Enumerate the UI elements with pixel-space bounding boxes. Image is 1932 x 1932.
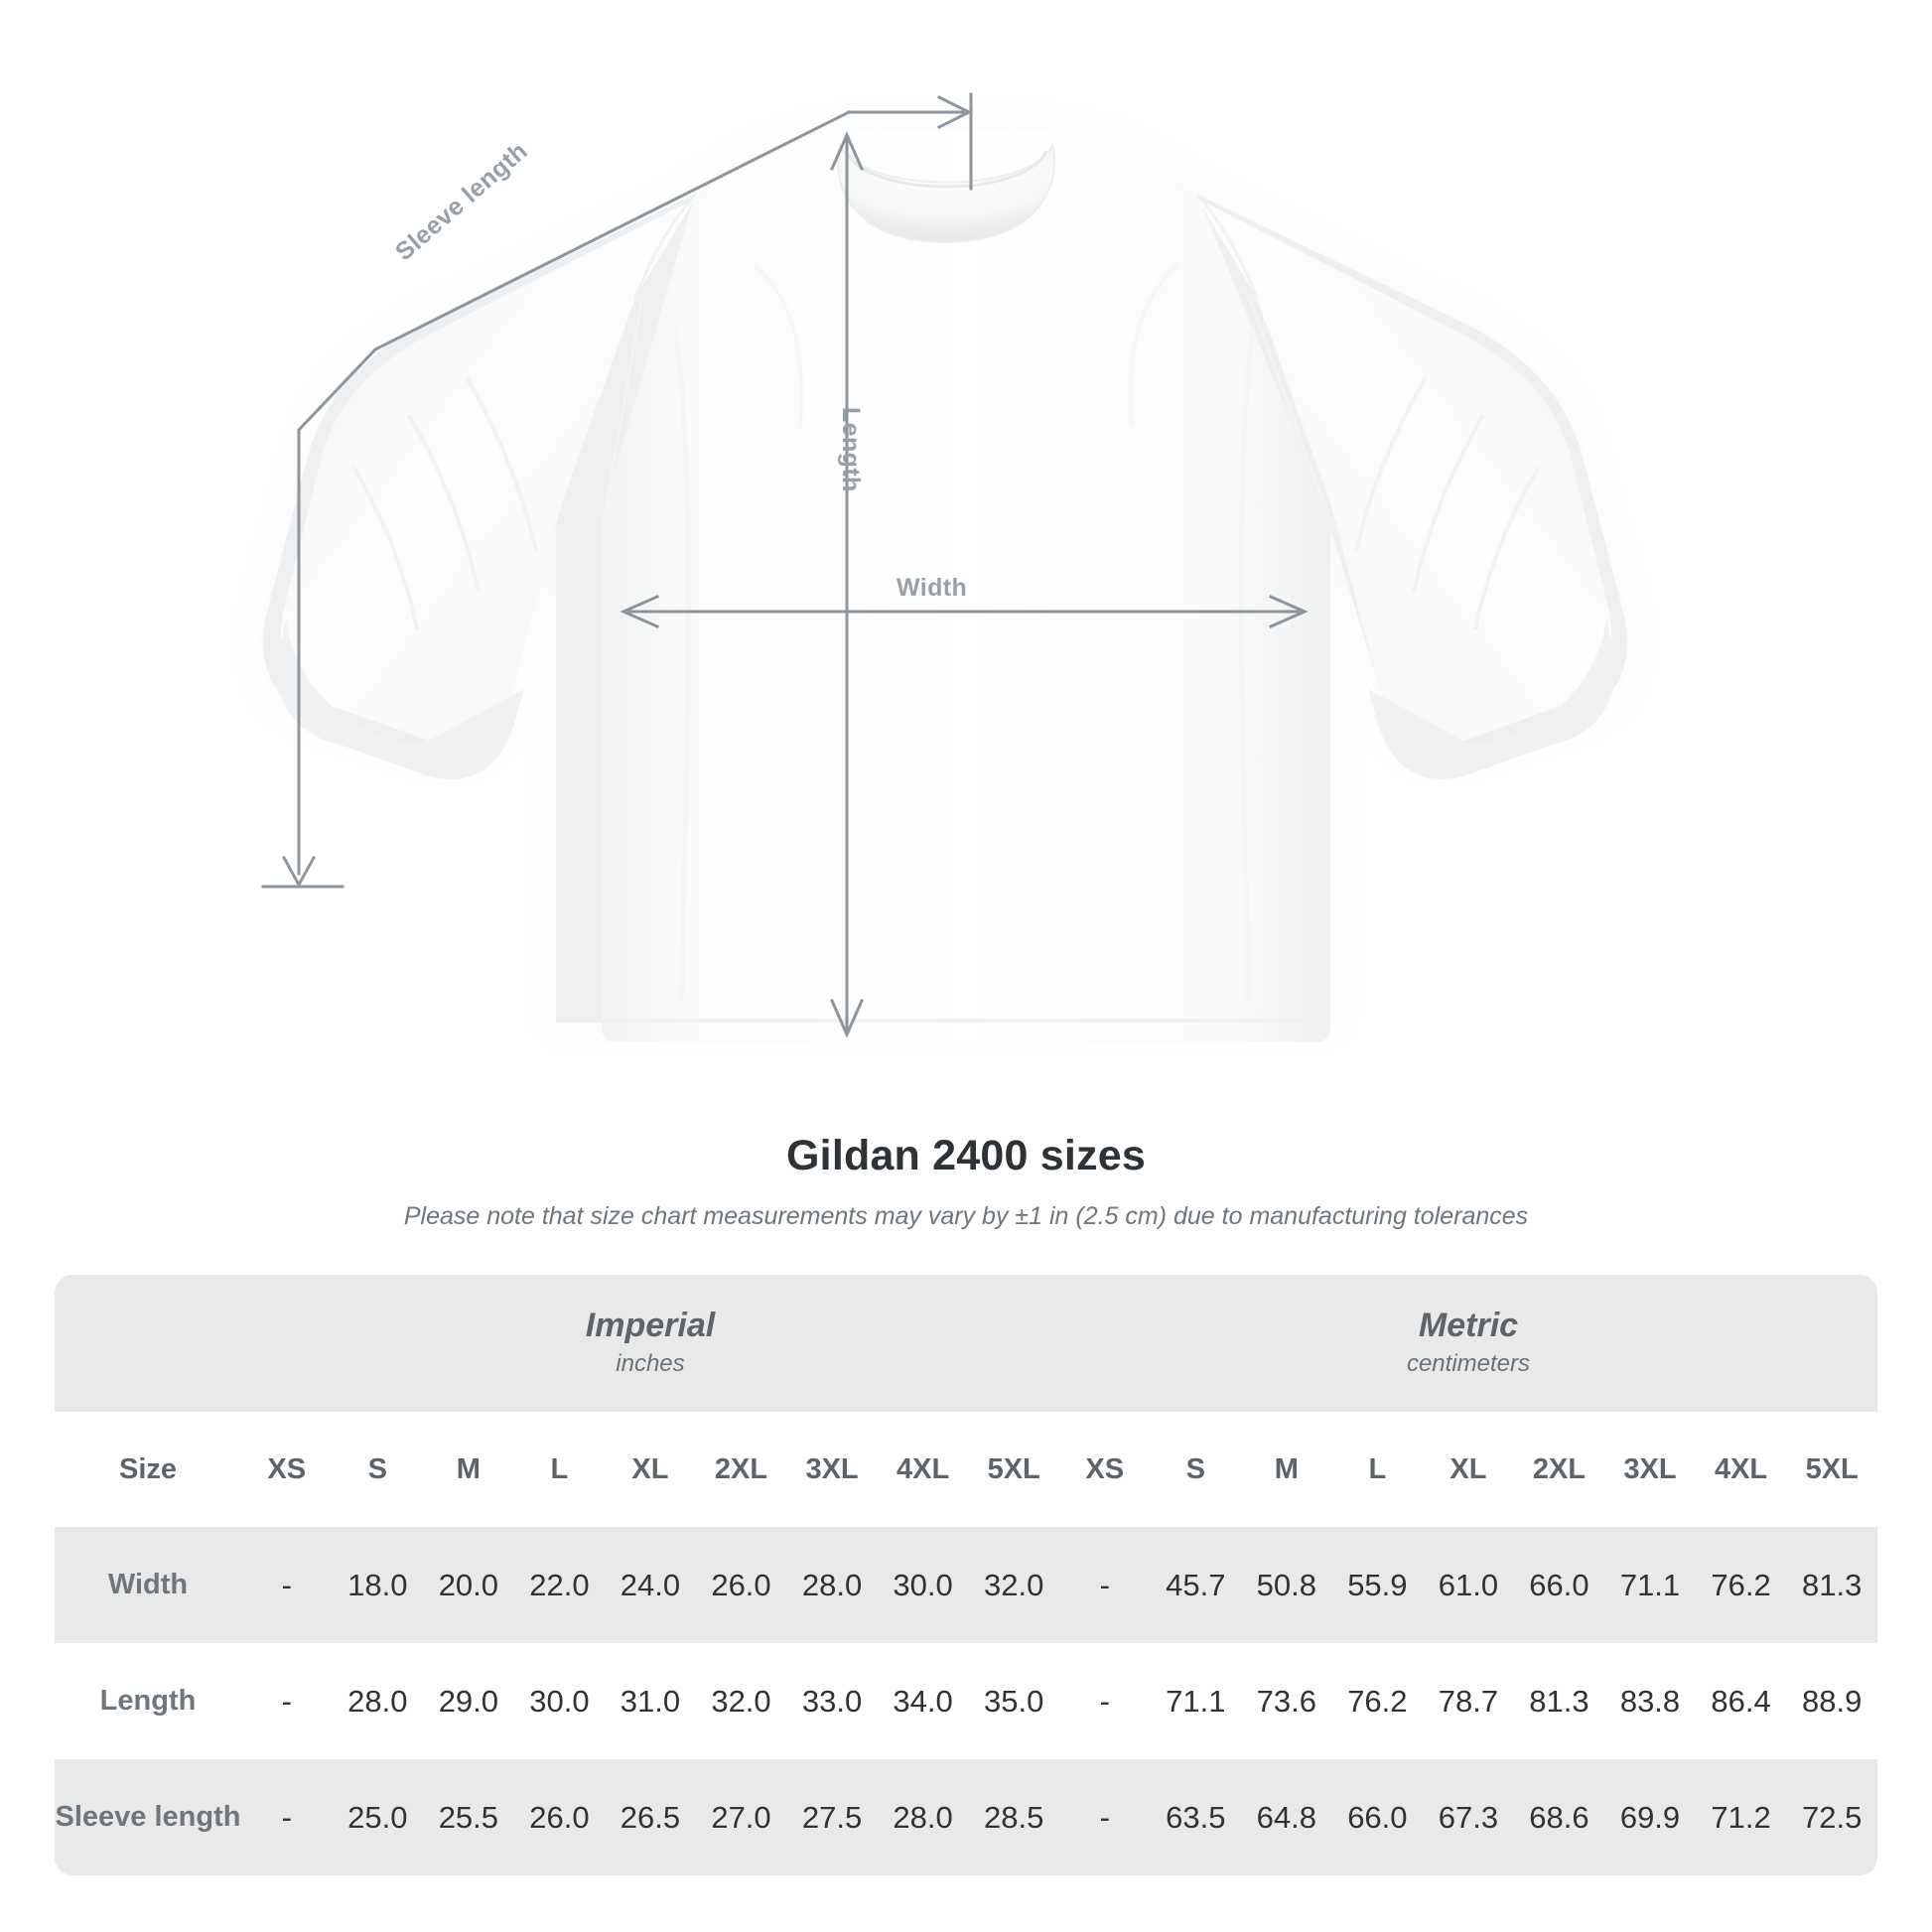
cell-length-imperial-l: 30.0: [513, 1643, 606, 1759]
cell-sleeve-length-imperial-m: 25.5: [423, 1759, 514, 1875]
cell-sleeve-length-metric-xl: 67.3: [1423, 1759, 1514, 1875]
size-header-imperial-l: L: [513, 1412, 606, 1527]
cell-sleeve-length-metric-l: 66.0: [1331, 1759, 1424, 1875]
size-chart-table-wrapper: Imperial inches Metric centimeters Size X…: [55, 1275, 1877, 1875]
cell-sleeve-length-metric-s: 63.5: [1150, 1759, 1242, 1875]
size-header-imperial-3xl: 3XL: [786, 1412, 878, 1527]
size-header-metric-xs: XS: [1058, 1412, 1151, 1527]
page-title: Gildan 2400 sizes: [786, 1132, 1146, 1179]
unit-sub-metric: centimeters: [1406, 1350, 1530, 1378]
long-sleeve-tshirt-graphic: [263, 129, 1627, 1042]
cell-width-metric-4xl: 76.2: [1695, 1527, 1787, 1643]
cell-sleeve-length-metric-2xl: 68.6: [1513, 1759, 1605, 1875]
cell-length-metric-5xl: 88.9: [1786, 1643, 1877, 1759]
cell-sleeve-length-metric-3xl: 69.9: [1604, 1759, 1696, 1875]
cell-length-metric-2xl: 81.3: [1513, 1643, 1605, 1759]
size-header-imperial-m: M: [423, 1412, 514, 1527]
cell-length-imperial-m: 29.0: [423, 1643, 514, 1759]
cell-width-imperial-s: 18.0: [332, 1527, 424, 1643]
cell-width-imperial-3xl: 28.0: [786, 1527, 878, 1643]
measurement-annotations: [261, 92, 1309, 1038]
tolerance-note: Please note that size chart measurements…: [403, 1202, 1529, 1230]
cell-sleeve-length-imperial-xl: 26.5: [605, 1759, 696, 1875]
cell-sleeve-length-imperial-s: 25.0: [332, 1759, 424, 1875]
cell-sleeve-length-imperial-4xl: 28.0: [877, 1759, 969, 1875]
size-header-label: Size: [55, 1412, 241, 1527]
size-header-metric-m: M: [1241, 1412, 1332, 1527]
cell-length-imperial-5xl: 35.0: [968, 1643, 1059, 1759]
cell-sleeve-length-imperial-xs: -: [241, 1759, 333, 1875]
size-chart-table: Imperial inches Metric centimeters Size X…: [55, 1275, 1877, 1875]
size-header-metric-3xl: 3XL: [1604, 1412, 1696, 1527]
length-annotation-label: Length: [837, 407, 865, 492]
size-header-imperial-xl: XL: [605, 1412, 696, 1527]
cell-width-metric-m: 50.8: [1241, 1527, 1332, 1643]
size-header-metric-4xl: 4XL: [1695, 1412, 1787, 1527]
cell-width-imperial-xs: -: [241, 1527, 333, 1643]
size-header-imperial-xs: XS: [241, 1412, 333, 1527]
cell-length-metric-xl: 78.7: [1423, 1643, 1514, 1759]
cell-sleeve-length-metric-4xl: 71.2: [1695, 1759, 1787, 1875]
cell-length-imperial-4xl: 34.0: [877, 1643, 969, 1759]
cell-width-metric-l: 55.9: [1331, 1527, 1424, 1643]
cell-length-imperial-s: 28.0: [332, 1643, 424, 1759]
cell-width-imperial-2xl: 26.0: [695, 1527, 787, 1643]
cell-width-metric-xs: -: [1058, 1527, 1151, 1643]
cell-length-imperial-3xl: 33.0: [786, 1643, 878, 1759]
cell-width-imperial-5xl: 32.0: [968, 1527, 1059, 1643]
cell-sleeve-length-imperial-2xl: 27.0: [695, 1759, 787, 1875]
cell-width-metric-5xl: 81.3: [1786, 1527, 1877, 1643]
cell-width-imperial-4xl: 30.0: [877, 1527, 969, 1643]
cell-sleeve-length-imperial-3xl: 27.5: [786, 1759, 878, 1875]
size-header-metric-s: S: [1150, 1412, 1242, 1527]
size-header-imperial-4xl: 4XL: [877, 1412, 969, 1527]
cell-width-metric-3xl: 71.1: [1604, 1527, 1696, 1643]
unit-header-imperial: Imperial inches: [241, 1275, 1059, 1412]
unit-name-metric: Metric: [1418, 1306, 1519, 1344]
size-header-metric-l: L: [1331, 1412, 1424, 1527]
table-row: Sleeve length -25.0 25.5 26.0 26.5 27.0 27.5 28…: [55, 1759, 1877, 1875]
cell-length-imperial-xl: 31.0: [605, 1643, 696, 1759]
cell-width-imperial-l: 22.0: [513, 1527, 606, 1643]
size-header-imperial-2xl: 2XL: [695, 1412, 787, 1527]
size-header-imperial-s: S: [332, 1412, 424, 1527]
garment-illustration: Sleeve length Length Width: [261, 92, 1627, 1042]
cell-length-metric-3xl: 83.8: [1604, 1643, 1696, 1759]
size-header-metric-xl: XL: [1423, 1412, 1514, 1527]
cell-length-metric-xs: -: [1058, 1643, 1151, 1759]
unit-header-metric: Metric centimeters: [1058, 1275, 1877, 1412]
cell-length-imperial-xs: -: [241, 1643, 333, 1759]
cell-width-metric-s: 45.7: [1150, 1527, 1242, 1643]
unit-header-row: Imperial inches Metric centimeters: [55, 1275, 1877, 1412]
chart-title-block: Gildan 2400 sizes Please note that size …: [0, 1132, 1932, 1231]
size-header-imperial-5xl: 5XL: [968, 1412, 1059, 1527]
cell-sleeve-length-imperial-l: 26.0: [513, 1759, 606, 1875]
unit-header-corner: [55, 1275, 241, 1412]
size-header-metric-5xl: 5XL: [1786, 1412, 1877, 1527]
width-annotation-label: Width: [897, 574, 968, 602]
cell-sleeve-length-imperial-5xl: 28.5: [968, 1759, 1059, 1875]
cell-length-metric-l: 76.2: [1331, 1643, 1424, 1759]
cell-sleeve-length-metric-m: 64.8: [1241, 1759, 1332, 1875]
cell-width-imperial-m: 20.0: [423, 1527, 514, 1643]
cell-width-imperial-xl: 24.0: [605, 1527, 696, 1643]
row-label-width: Width: [55, 1527, 241, 1643]
size-header-metric-2xl: 2XL: [1513, 1412, 1605, 1527]
cell-length-metric-s: 71.1: [1150, 1643, 1242, 1759]
cell-length-metric-4xl: 86.4: [1695, 1643, 1787, 1759]
cell-sleeve-length-metric-xs: -: [1058, 1759, 1151, 1875]
table-row: Width -18.0 20.0 22.0 24.0 26.0 28.0 30.0 32.0-4…: [55, 1527, 1877, 1643]
table-row: Length -28.0 29.0 30.0 31.0 32.0 33.0 34.0 35.0-…: [55, 1643, 1877, 1759]
unit-name-imperial: Imperial: [585, 1306, 716, 1344]
cell-length-imperial-2xl: 32.0: [695, 1643, 787, 1759]
unit-sub-imperial: inches: [616, 1350, 685, 1378]
cell-length-metric-m: 73.6: [1241, 1643, 1332, 1759]
cell-sleeve-length-metric-5xl: 72.5: [1786, 1759, 1877, 1875]
row-label-sleeve-length: Sleeve length: [55, 1759, 241, 1875]
cell-width-metric-xl: 61.0: [1423, 1527, 1514, 1643]
cell-width-metric-2xl: 66.0: [1513, 1527, 1605, 1643]
row-label-length: Length: [55, 1643, 241, 1759]
size-header-row: Size XS S M L XL 2XL 3XL 4XL 5XL XS S M L XL 2XL 3XL 4XL 5…: [55, 1412, 1877, 1527]
